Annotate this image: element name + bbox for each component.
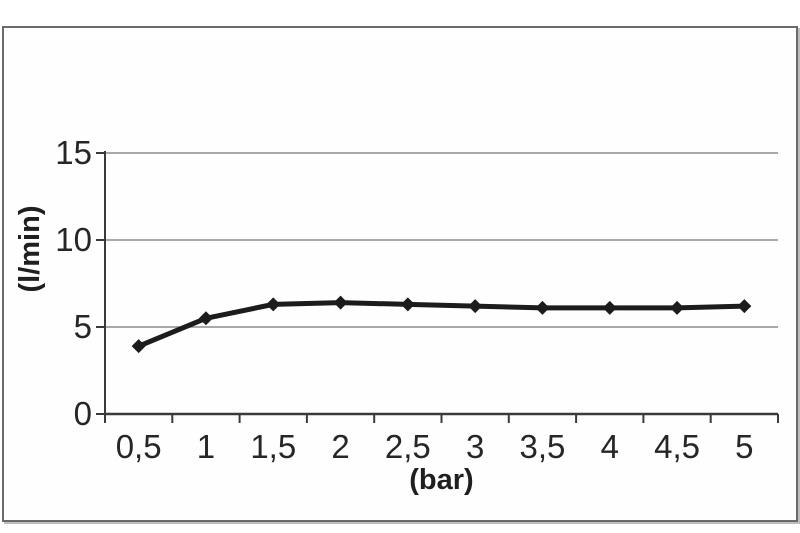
x-tick-label: 2 (331, 428, 350, 465)
chart-frame (2, 26, 798, 522)
y-tick-label: 15 (55, 134, 92, 171)
y-tick-label: 0 (73, 395, 92, 432)
x-tick-label: 1 (196, 428, 216, 465)
x-tick-label: 0,5 (115, 428, 162, 465)
x-tick-label: 5 (735, 428, 754, 465)
x-axis-title: (bar) (409, 464, 474, 496)
x-tick-label: 3 (465, 428, 485, 465)
x-tick-label: 2,5 (384, 428, 431, 465)
y-axis-title: (l/min) (14, 205, 46, 293)
x-tick-label: 1,5 (250, 428, 297, 465)
x-tick-label: 4 (600, 428, 619, 465)
x-tick-label: 4,5 (654, 428, 700, 465)
y-tick-label: 5 (73, 308, 92, 345)
x-tick-label: 3,5 (519, 428, 566, 465)
y-tick-label: 10 (55, 221, 92, 258)
